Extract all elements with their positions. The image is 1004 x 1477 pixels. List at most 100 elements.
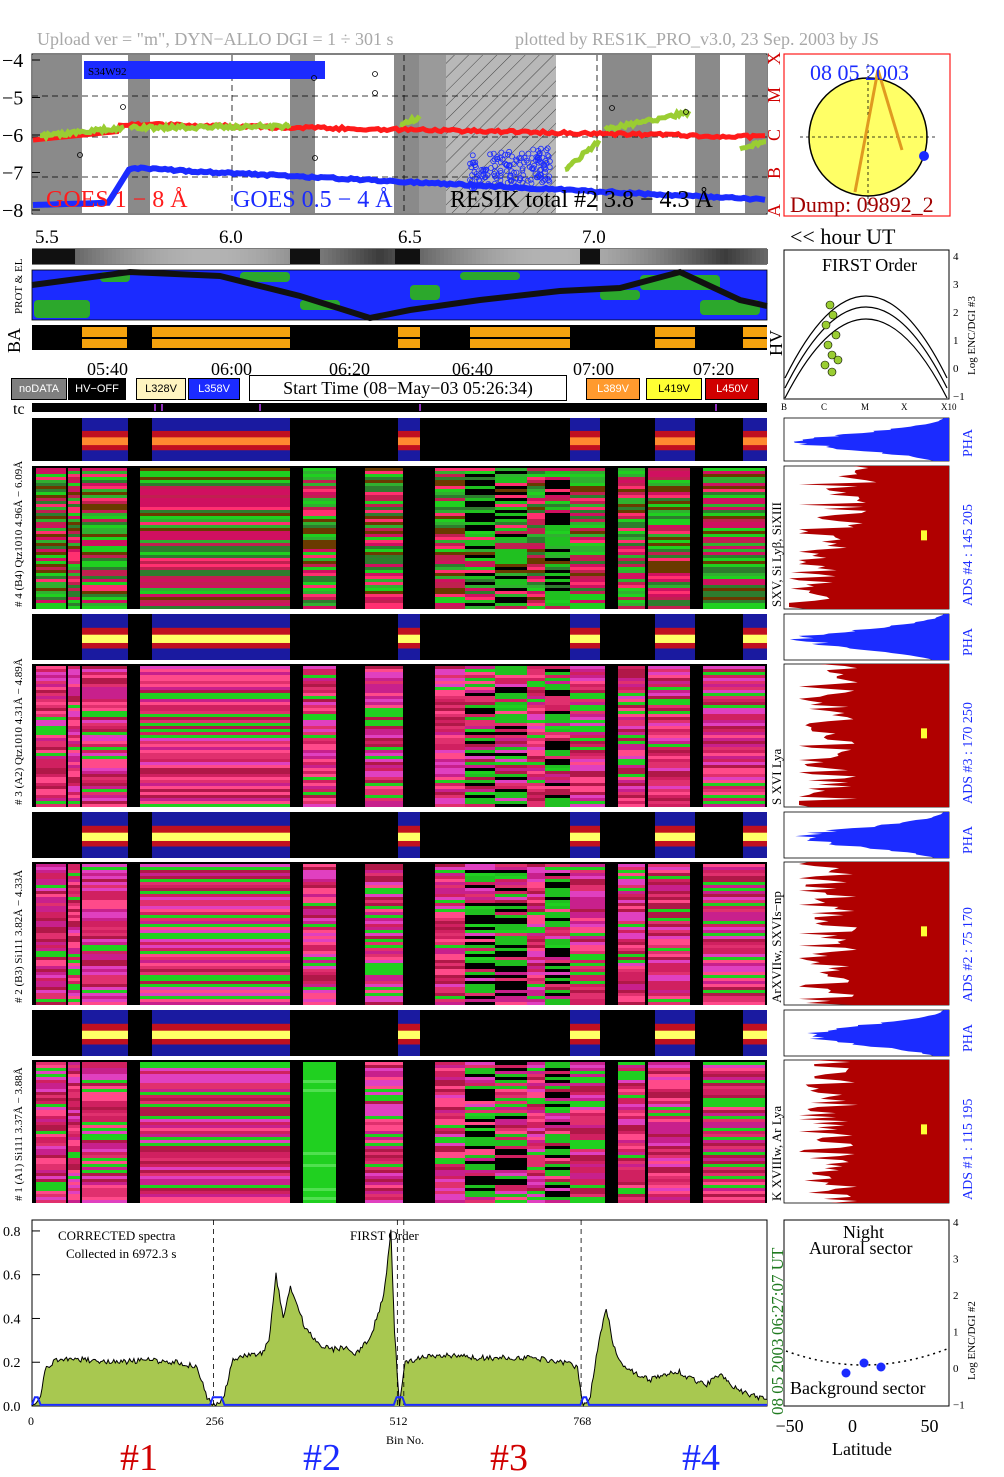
spectrogram-row [465, 576, 495, 579]
spectrogram-row [495, 492, 527, 495]
spectrogram-row [82, 582, 127, 585]
spectrogram-row [82, 723, 127, 726]
spectrogram-row [140, 480, 290, 483]
spectrogram-row [703, 1131, 765, 1134]
spectrogram-row [435, 1200, 465, 1203]
spectrogram-row [465, 906, 495, 909]
resik-scatter-point [507, 172, 514, 179]
spectrogram-row [703, 1164, 765, 1167]
spectrogram-row [618, 1155, 645, 1158]
spectrogram-row [465, 1116, 495, 1119]
spectrogram-row [465, 729, 495, 732]
spectrogram-row [140, 552, 290, 555]
spectrogram-row [82, 714, 127, 717]
spectrogram-row [303, 510, 336, 513]
spectrogram-row [495, 723, 527, 726]
spectrogram-row [570, 735, 605, 738]
spectrogram-row [495, 957, 527, 960]
spectrogram-row [618, 489, 645, 492]
spectrogram-row [36, 474, 66, 477]
spectrogram-row [527, 1137, 545, 1140]
spectrogram-row [365, 1074, 403, 1077]
spectrogram-row [527, 1098, 545, 1101]
spectrogram-row [36, 477, 66, 480]
spectrogram-row [703, 915, 765, 918]
spectrogram-row [703, 1086, 765, 1089]
spectrogram-row [570, 984, 605, 987]
spectrogram-row [703, 1077, 765, 1080]
pha-histogram [789, 614, 949, 660]
el-cell [424, 249, 428, 264]
spectrogram-row [648, 507, 690, 510]
spectrogram-row [465, 717, 495, 720]
spectrogram-row [527, 1197, 545, 1200]
resik-scatter-point [535, 172, 542, 179]
spectrogram-row [82, 543, 127, 546]
spectrogram-row [703, 972, 765, 975]
spectrogram-row [570, 504, 605, 507]
spectrogram-row [648, 678, 690, 681]
spectrogram-row [140, 936, 290, 939]
spectrogram-row [495, 912, 527, 915]
spectrogram-row [68, 567, 80, 570]
spectrogram-row [68, 978, 80, 981]
spectrogram-row [703, 675, 765, 678]
spectrogram-row [545, 510, 570, 513]
spectrogram-row [570, 957, 605, 960]
spectrogram-row [36, 783, 66, 786]
spectrogram-row [570, 1077, 605, 1080]
spectrogram-row [365, 585, 403, 588]
spectrogram-row [435, 876, 465, 879]
spectrogram-row [140, 969, 290, 972]
first-order-x-tick-label: M [861, 402, 869, 412]
spectrogram-row [68, 498, 80, 501]
spectrogram-row [36, 744, 66, 747]
spectrogram-row [545, 912, 570, 915]
el-dark [580, 249, 600, 264]
spectrogram-row [703, 504, 765, 507]
spectrogram-row [140, 594, 290, 597]
spectrogram-row [527, 897, 545, 900]
spectrogram-row [365, 672, 403, 675]
spectrogram-row [36, 1158, 66, 1161]
spectrogram-row [703, 789, 765, 792]
spectrogram-row [36, 1098, 66, 1101]
spectrogram-row [140, 795, 290, 798]
spectrogram-row [465, 912, 495, 915]
spectrogram-row [303, 879, 336, 882]
spectrogram-row [303, 522, 336, 525]
spectrogram-row [303, 1149, 336, 1152]
spectrogram-row [140, 1122, 290, 1125]
spectrogram-row [303, 531, 336, 534]
spectrogram-row [303, 1092, 336, 1095]
el-cell [180, 249, 184, 264]
spectrogram-row [140, 1173, 290, 1176]
spectrogram-row [545, 927, 570, 930]
spectrogram-row [36, 531, 66, 534]
spectrogram-row [618, 732, 645, 735]
spectrum-background [31, 1396, 767, 1406]
spectrogram-row [545, 669, 570, 672]
spectrogram-row [140, 501, 290, 504]
spectrogram-row [140, 744, 290, 747]
spectrogram-row [140, 537, 290, 540]
spectrogram-row [365, 951, 403, 954]
spectrogram-row [648, 1134, 690, 1137]
spectrogram-row [703, 750, 765, 753]
spectrogram-row [527, 951, 545, 954]
spectrogram-row [365, 879, 403, 882]
spectrogram-row [618, 930, 645, 933]
spectrogram-row [618, 969, 645, 972]
spectrogram-row [140, 732, 290, 735]
spectrogram-row [527, 1101, 545, 1104]
spectrogram-row [570, 558, 605, 561]
spectrogram-row [465, 1167, 495, 1170]
spectrogram-row [36, 771, 66, 774]
spectrogram-row [435, 966, 465, 969]
spectrogram-row [545, 801, 570, 804]
spectrogram-row [465, 468, 495, 471]
spectrogram-row [36, 720, 66, 723]
spectrogram-row [703, 780, 765, 783]
spectrogram-row [36, 1083, 66, 1086]
spectrogram-row [618, 990, 645, 993]
